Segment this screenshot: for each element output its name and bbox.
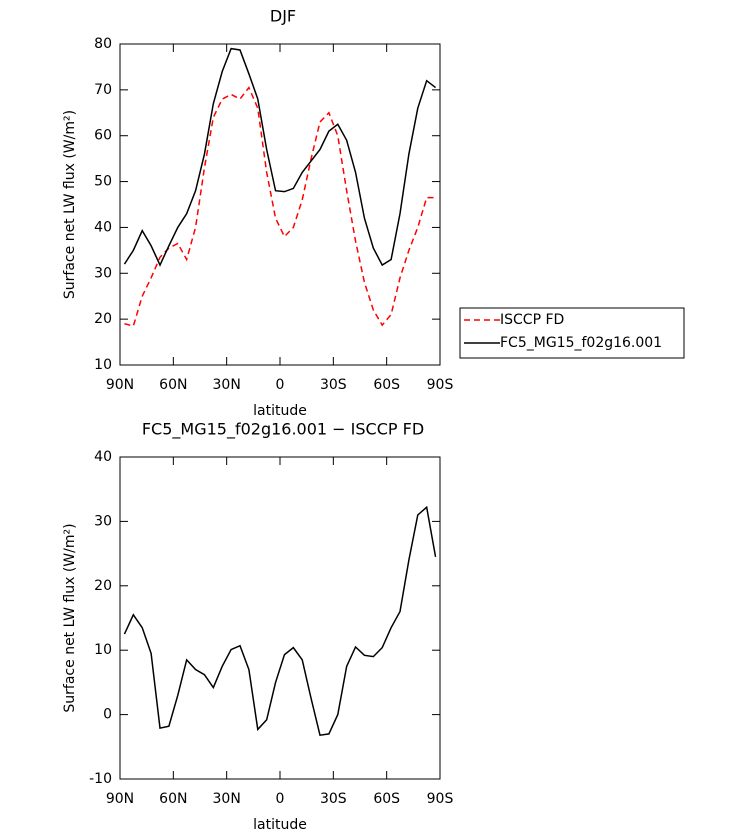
x-tick-label: 60N xyxy=(159,377,187,393)
y-tick-label: 40 xyxy=(94,449,112,465)
y-tick-label: -10 xyxy=(89,771,112,787)
chart-title: FC5_MG15_f02g16.001 − ISCCP FD xyxy=(142,420,424,440)
y-tick-label: 30 xyxy=(94,265,112,281)
x-tick-label: 30N xyxy=(213,791,241,807)
x-tick-label: 30S xyxy=(320,791,347,807)
y-tick-label: 30 xyxy=(94,513,112,529)
y-tick-label: 10 xyxy=(94,357,112,373)
y-tick-label: 70 xyxy=(94,82,112,98)
x-tick-label: 90S xyxy=(427,377,454,393)
y-tick-label: 0 xyxy=(103,707,112,723)
legend-label: FC5_MG15_f02g16.001 xyxy=(500,335,662,351)
y-tick-label: 10 xyxy=(94,642,112,658)
y-tick-label: 20 xyxy=(94,311,112,327)
legend-box xyxy=(459,307,685,359)
x-tick-label: 60S xyxy=(373,377,400,393)
data-line xyxy=(124,86,436,327)
legend-label: ISCCP FD xyxy=(500,312,564,328)
y-tick-label: 40 xyxy=(94,219,112,235)
x-tick-label: 90S xyxy=(427,791,454,807)
plot-frame xyxy=(119,43,441,366)
x-tick-label: 90N xyxy=(106,791,134,807)
x-tick-label: 30S xyxy=(320,377,347,393)
x-tick-label: 30N xyxy=(213,377,241,393)
x-tick-label: 0 xyxy=(276,377,285,393)
y-tick-label: 80 xyxy=(94,36,112,52)
x-tick-label: 0 xyxy=(276,791,285,807)
x-tick-label: 60N xyxy=(159,791,187,807)
x-axis-label: latitude xyxy=(253,403,307,419)
y-tick-label: 60 xyxy=(94,128,112,144)
y-axis-label: Surface net LW flux (W/m²) xyxy=(62,110,78,299)
data-line xyxy=(123,505,437,737)
data-line xyxy=(123,47,437,267)
x-tick-label: 90N xyxy=(106,377,134,393)
x-tick-label: 60S xyxy=(373,791,400,807)
y-axis-label: Surface net LW flux (W/m²) xyxy=(62,523,78,712)
x-axis-label: latitude xyxy=(253,817,307,833)
y-tick-label: 50 xyxy=(94,174,112,190)
plot-frame xyxy=(119,456,441,780)
y-tick-label: 20 xyxy=(94,578,112,594)
chart-title: DJF xyxy=(270,7,296,26)
